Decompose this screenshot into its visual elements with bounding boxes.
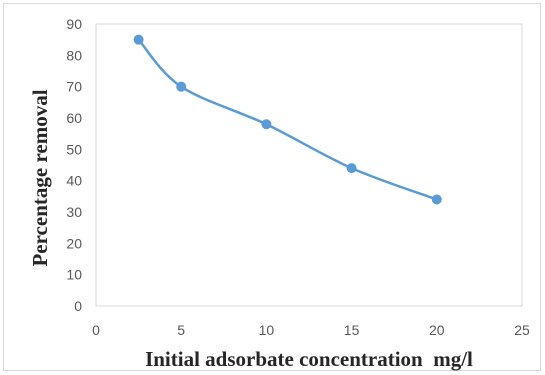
data-point-marker xyxy=(346,163,357,174)
x-tick-label: 15 xyxy=(344,322,360,338)
y-tick-label: 50 xyxy=(66,141,82,157)
data-point-marker xyxy=(133,34,144,45)
series-markers xyxy=(133,34,442,205)
series-line xyxy=(137,38,438,201)
x-axis-ticks: 0 5 10 15 20 25 xyxy=(92,322,530,338)
x-tick-label: 25 xyxy=(514,322,530,338)
data-point-marker xyxy=(176,81,187,92)
y-axis-title: Percentage removal xyxy=(28,89,52,266)
x-tick-label: 0 xyxy=(92,322,100,338)
x-tick-label: 20 xyxy=(429,322,445,338)
y-tick-label: 60 xyxy=(66,110,82,126)
plot-area xyxy=(95,23,523,307)
x-tick-label: 5 xyxy=(177,322,185,338)
y-axis-ticks: 0 10 20 30 40 50 60 70 80 90 xyxy=(66,16,82,314)
y-tick-label: 40 xyxy=(66,173,82,189)
x-tick-label: 10 xyxy=(259,322,275,338)
y-tick-label: 0 xyxy=(74,298,82,314)
y-tick-label: 10 xyxy=(66,267,82,283)
y-tick-label: 90 xyxy=(66,16,82,32)
data-point-marker xyxy=(431,194,442,205)
y-tick-label: 80 xyxy=(66,47,82,63)
y-tick-label: 30 xyxy=(66,204,82,220)
chart-frame xyxy=(3,3,541,371)
x-axis-title: Initial adsorbate concentration mg/l xyxy=(145,347,473,371)
data-point-marker xyxy=(261,119,272,130)
y-tick-label: 20 xyxy=(66,235,82,251)
y-tick-label: 70 xyxy=(66,79,82,95)
